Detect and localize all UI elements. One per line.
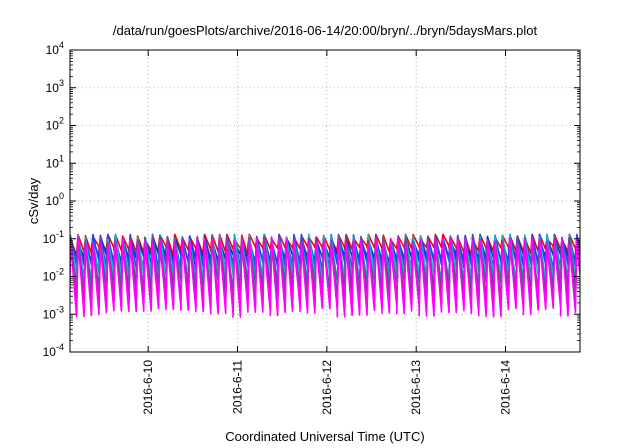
- y-tick-label: 10-2: [43, 267, 64, 284]
- y-tick-label: 104: [46, 40, 64, 57]
- series-lines: [70, 233, 580, 318]
- tick-marks: [70, 49, 580, 353]
- grid-lines: [70, 50, 580, 352]
- x-tick-labels: 2016-6-10 2016-6-11 2016-6-12 2016-6-13 2016…: [141, 360, 512, 415]
- x-tick-label: 2016-6-13: [409, 360, 423, 415]
- series-line: [70, 236, 580, 318]
- y-tick-label: 102: [46, 116, 64, 133]
- chart-title: /data/run/goesPlots/archive/2016-06-14/2…: [113, 23, 538, 38]
- y-tick-exponent: 3: [59, 78, 64, 88]
- y-tick-label: 100: [46, 191, 64, 208]
- x-tick-label: 2016-6-12: [320, 360, 334, 415]
- y-tick-exponent: 2: [59, 116, 64, 126]
- y-tick-exponent: 0: [59, 191, 64, 201]
- y-tick-label: 103: [46, 78, 64, 95]
- y-tick-label: 10-4: [43, 342, 64, 359]
- y-tick-exponent: 1: [59, 153, 64, 163]
- y-tick-label: 10-1: [43, 229, 64, 246]
- x-tick-label: 2016-6-14: [499, 360, 513, 415]
- y-tick-exponent: -4: [56, 342, 64, 352]
- y-tick-exponent: -3: [56, 304, 64, 314]
- x-tick-label: 2016-6-10: [141, 360, 155, 415]
- y-tick-exponent: 4: [59, 40, 64, 50]
- x-axis-label: Coordinated Universal Time (UTC): [225, 429, 424, 444]
- y-axis-label: cSv/day: [26, 177, 41, 224]
- x-tick-label: 2016-6-11: [231, 360, 245, 414]
- y-tick-exponent: -2: [56, 267, 64, 277]
- y-tick-label: 10-3: [43, 304, 64, 321]
- y-tick-label: 101: [46, 153, 64, 170]
- y-tick-exponent: -1: [56, 229, 64, 239]
